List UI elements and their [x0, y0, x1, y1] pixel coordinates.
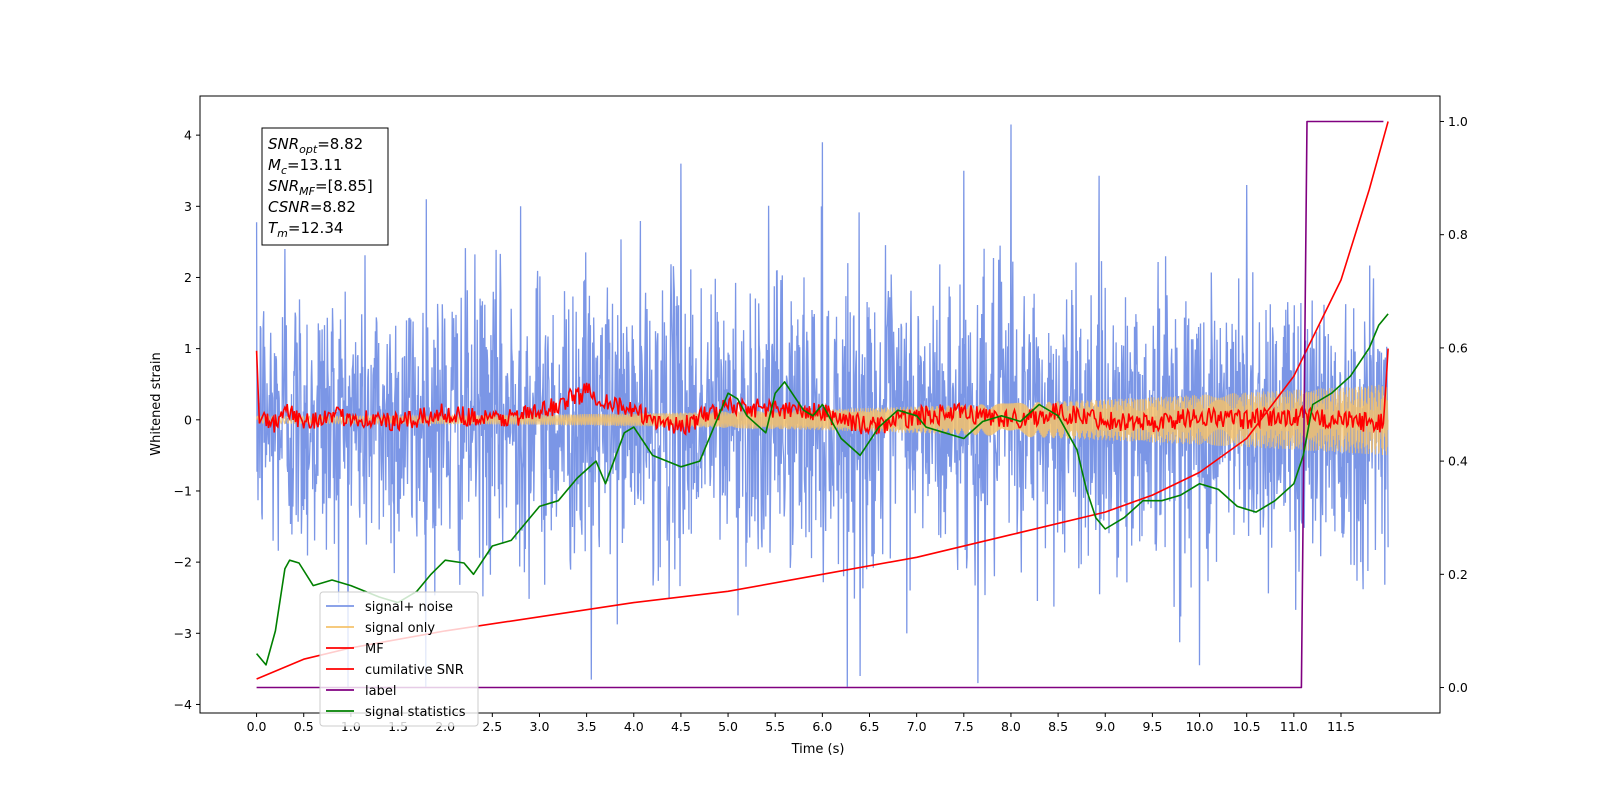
annotation-frame: [261, 127, 389, 246]
y-axis-left: −4 −3 −2 −1 0 1 2 3 4: [174, 128, 200, 712]
x-tick-label: 10.5: [1233, 719, 1261, 734]
annotation-line: SNRMF=[8.85]: [268, 177, 373, 198]
series-signal-statistics-line: [255, 313, 1389, 666]
y-tick-label: 0: [184, 412, 192, 427]
x-tick-label: 2.5: [482, 719, 502, 734]
x-tick-label: 8.0: [1001, 719, 1021, 734]
annotation-box: SNRopt=8.82Mc=13.11SNRMF=[8.85]CSNR=8.82…: [261, 127, 389, 246]
x-tick-label: 8.5: [1048, 719, 1068, 734]
x-tick-label: 3.5: [577, 719, 597, 734]
x-tick-label: 5.5: [765, 719, 785, 734]
x-tick-label: 11.5: [1327, 719, 1355, 734]
y-tick-label: −3: [174, 626, 192, 641]
x-tick-label: 6.0: [812, 719, 832, 734]
y-tick-label: 4: [184, 128, 192, 143]
y2-tick-label: 0.4: [1448, 454, 1468, 469]
x-tick-label: 7.5: [954, 719, 974, 734]
series-label-line: [256, 120, 1384, 689]
annotation-line: Tm=12.34: [268, 219, 343, 240]
annotation-line: Mc=13.11: [268, 156, 343, 177]
x-tick-label: 9.0: [1095, 719, 1115, 734]
legend-entry: signal+ noise: [365, 600, 453, 615]
x-tick-label: 5.0: [718, 719, 738, 734]
x-axis-label: Time (s): [791, 742, 845, 757]
y2-tick-label: 0.6: [1448, 340, 1468, 355]
series-signal-noise-line: [255, 124, 1389, 687]
plot-frame: [199, 95, 1441, 714]
y-tick-label: −1: [174, 483, 192, 498]
x-tick-label: 3.0: [530, 719, 550, 734]
legend-entry: signal only: [365, 621, 435, 636]
legend-frame: [319, 591, 479, 727]
y-tick-label: 2: [184, 270, 192, 285]
x-tick-label: 6.5: [860, 719, 880, 734]
legend: signal+ noise signal only MF cumilative SNR…: [319, 591, 479, 727]
y2-tick-label: 0.2: [1448, 567, 1468, 582]
y2-tick-label: 0.8: [1448, 227, 1468, 242]
y-tick-label: 3: [184, 199, 192, 214]
y-axis-label: Whitened strain: [149, 352, 164, 455]
y-tick-label: −2: [174, 555, 192, 570]
y2-tick-label: 1.0: [1448, 114, 1468, 129]
x-tick-label: 4.0: [624, 719, 644, 734]
y-axis-right: 0.0 0.2 0.4 0.6 0.8 1.0: [1440, 114, 1468, 695]
x-tick-label: 11.0: [1280, 719, 1308, 734]
x-tick-label: 0.0: [247, 719, 267, 734]
legend-entry: label: [365, 684, 396, 699]
legend-entry: MF: [365, 642, 384, 657]
x-tick-label: 7.0: [907, 719, 927, 734]
legend-entry: signal statistics: [365, 705, 466, 720]
legend-entry: cumilative SNR: [365, 663, 464, 678]
series-mf-line: [255, 348, 1389, 436]
x-tick-label: 0.5: [294, 719, 314, 734]
x-tick-label: 10.0: [1186, 719, 1214, 734]
x-tick-label: 4.5: [671, 719, 691, 734]
y-tick-label: 1: [184, 341, 192, 356]
y-tick-label: −4: [174, 697, 192, 712]
annotation-line: CSNR=8.82: [268, 198, 356, 216]
y2-tick-label: 0.0: [1448, 680, 1468, 695]
x-tick-label: 9.5: [1142, 719, 1162, 734]
annotation-line: SNRopt=8.82: [268, 135, 363, 156]
